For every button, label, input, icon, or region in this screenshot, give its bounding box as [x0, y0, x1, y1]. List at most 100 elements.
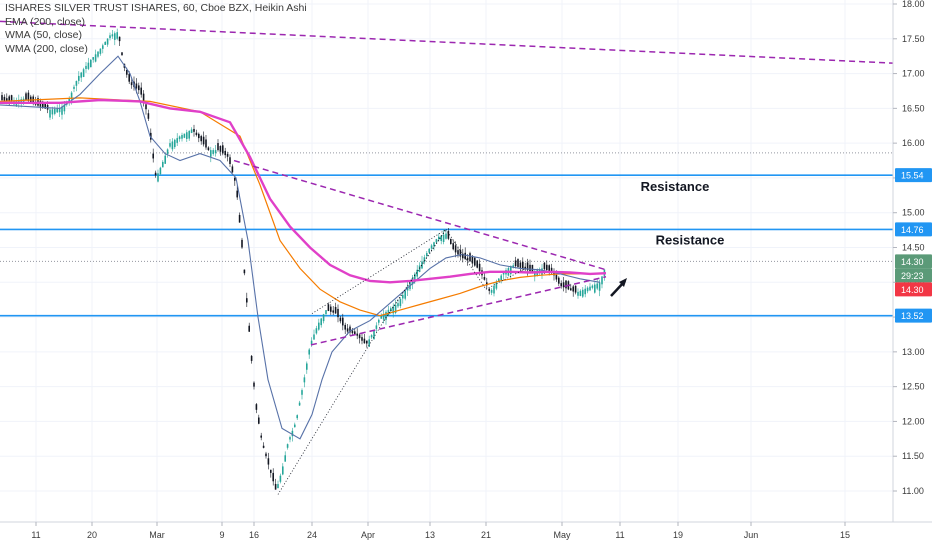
- candle-body: [286, 444, 289, 448]
- chart-title: ISHARES SILVER TRUST ISHARES, 60, Cboe B…: [5, 2, 307, 14]
- legend-wma50[interactable]: WMA (50, close): [5, 29, 83, 41]
- candle-body: [421, 261, 423, 269]
- candle-body: [392, 306, 394, 314]
- candle-body: [171, 141, 174, 150]
- candle-body: [512, 265, 514, 268]
- candle-body: [75, 80, 78, 86]
- candle-body: [234, 177, 236, 181]
- resistance-trendline: [233, 159, 607, 271]
- candle-body: [469, 253, 471, 262]
- candle-body: [426, 253, 428, 257]
- candle-body: [54, 108, 56, 114]
- candle-body: [277, 484, 279, 489]
- candle-body: [176, 138, 178, 143]
- candle-body: [546, 264, 548, 271]
- candle-body: [303, 377, 306, 383]
- candle-body: [202, 136, 205, 145]
- candle-body: [337, 308, 339, 318]
- candle-body: [418, 265, 421, 272]
- candle-body: [594, 284, 596, 293]
- candle-body: [154, 172, 157, 176]
- candle-body: [524, 266, 526, 270]
- candle-body: [346, 328, 349, 332]
- candle-body: [534, 270, 536, 277]
- candle-body: [85, 65, 87, 69]
- candle-body: [570, 288, 572, 291]
- trendlines: [0, 20, 894, 495]
- candle-body: [589, 286, 591, 291]
- candle-body: [474, 257, 476, 266]
- candle-body: [370, 335, 373, 338]
- candle-body: [325, 310, 327, 314]
- candle-body: [334, 306, 337, 314]
- candle-body: [402, 294, 404, 299]
- candle-body: [267, 458, 270, 465]
- candle-body: [61, 106, 63, 115]
- candle-body: [555, 274, 558, 280]
- x-tick-label: 24: [307, 530, 317, 540]
- candle-body: [462, 253, 464, 259]
- candle-body: [514, 260, 517, 267]
- y-tick-label: 13.00: [902, 347, 925, 357]
- candle-body: [596, 283, 598, 289]
- candle-body: [450, 238, 452, 245]
- candle-body: [368, 339, 370, 347]
- candle-body: [488, 288, 490, 291]
- candle-body: [584, 288, 586, 295]
- candle-body: [454, 245, 457, 253]
- candle-body: [435, 239, 438, 243]
- candle-body: [248, 325, 250, 332]
- candle-body: [572, 286, 574, 292]
- candle-body: [109, 35, 111, 39]
- x-tick-label: 11: [31, 530, 40, 540]
- candle-body: [130, 82, 133, 86]
- candle-body: [217, 143, 219, 151]
- candle-body: [229, 157, 231, 165]
- candle-body: [310, 340, 313, 345]
- candle-body: [380, 316, 382, 319]
- candle-body: [385, 311, 387, 320]
- candle-body: [27, 92, 30, 101]
- candle-body: [327, 304, 330, 311]
- price-label-bg: [895, 308, 932, 323]
- x-tick-label: Jun: [744, 530, 759, 540]
- candle-body: [330, 306, 332, 312]
- candle-body: [382, 313, 385, 320]
- candle-body: [476, 260, 478, 268]
- y-tick-label: 16.50: [902, 103, 925, 113]
- price-label: 15.54: [901, 171, 924, 181]
- candle-body: [116, 32, 118, 39]
- candle-body: [366, 340, 368, 344]
- candle-body: [486, 282, 488, 286]
- candle-body: [49, 109, 51, 118]
- candle-body: [517, 259, 519, 267]
- candle-body: [78, 75, 80, 81]
- candle-body: [1, 95, 3, 101]
- candle-body: [358, 334, 361, 339]
- y-tick-label: 15.00: [902, 208, 925, 218]
- indicator-lines: [0, 55, 607, 440]
- candle-body: [106, 38, 109, 45]
- candle-body: [174, 139, 176, 148]
- legend-ema[interactable]: EMA (200, close): [5, 15, 85, 28]
- legend-wma200[interactable]: WMA (200, close): [5, 42, 88, 55]
- candle-body: [90, 59, 92, 68]
- candle-body: [97, 51, 99, 57]
- candle-body: [282, 466, 284, 475]
- price-label: 14.76: [901, 225, 924, 235]
- candle-body: [255, 404, 258, 410]
- candle-body: [159, 167, 162, 175]
- candle-body: [231, 166, 234, 173]
- candle-body: [226, 153, 229, 157]
- candle-body: [279, 475, 282, 482]
- candle-body: [423, 257, 426, 263]
- candle-body: [157, 173, 159, 182]
- candle-body: [493, 285, 495, 294]
- pattern-line: [277, 320, 385, 495]
- candle-body: [438, 236, 440, 240]
- candle-body: [442, 234, 445, 242]
- candle-body: [219, 146, 222, 152]
- candle-body: [222, 145, 224, 154]
- candle-body: [258, 417, 260, 424]
